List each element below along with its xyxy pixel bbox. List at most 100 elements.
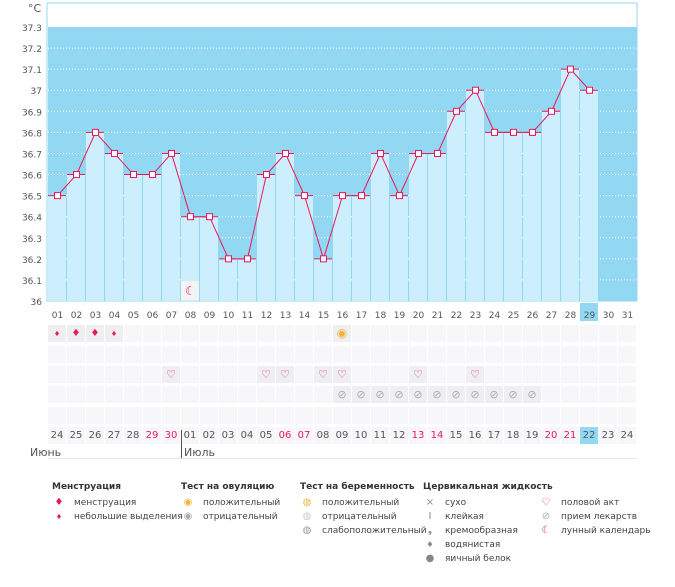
marker-cell[interactable] bbox=[238, 386, 256, 403]
marker-cell[interactable] bbox=[523, 366, 541, 383]
marker-cell[interactable] bbox=[86, 386, 104, 403]
marker-cell[interactable] bbox=[181, 386, 199, 403]
marker-cell[interactable]: ⊘ bbox=[390, 386, 408, 403]
marker-cell[interactable] bbox=[143, 366, 161, 383]
marker-cell[interactable] bbox=[485, 366, 503, 383]
marker-cell[interactable] bbox=[257, 325, 275, 342]
marker-cell[interactable] bbox=[162, 346, 180, 363]
marker-cell[interactable]: ⊘ bbox=[333, 386, 351, 403]
marker-cell[interactable] bbox=[295, 346, 313, 363]
marker-cell[interactable] bbox=[67, 366, 85, 383]
marker-cell[interactable] bbox=[485, 346, 503, 363]
marker-cell[interactable] bbox=[428, 407, 446, 424]
marker-cell[interactable] bbox=[295, 325, 313, 342]
marker-cell[interactable] bbox=[105, 366, 123, 383]
marker-cell[interactable] bbox=[276, 386, 294, 403]
marker-cell[interactable] bbox=[314, 407, 332, 424]
marker-cell[interactable] bbox=[447, 346, 465, 363]
marker-cell[interactable] bbox=[238, 346, 256, 363]
marker-cell[interactable] bbox=[86, 346, 104, 363]
marker-cell[interactable] bbox=[86, 366, 104, 383]
marker-cell[interactable]: ⊘ bbox=[523, 386, 541, 403]
marker-cell[interactable] bbox=[295, 386, 313, 403]
marker-cell[interactable] bbox=[181, 366, 199, 383]
marker-cell[interactable] bbox=[67, 407, 85, 424]
marker-cell[interactable] bbox=[542, 386, 560, 403]
marker-cell[interactable] bbox=[561, 407, 579, 424]
marker-cell[interactable]: ⊘ bbox=[485, 386, 503, 403]
marker-cell[interactable]: ♡ bbox=[276, 366, 294, 383]
marker-cell[interactable] bbox=[599, 366, 617, 383]
marker-cell[interactable] bbox=[371, 325, 389, 342]
marker-cell[interactable] bbox=[561, 325, 579, 342]
marker-cell[interactable]: ⊘ bbox=[466, 386, 484, 403]
marker-cell[interactable]: ♡ bbox=[466, 366, 484, 383]
marker-cell[interactable] bbox=[124, 386, 142, 403]
marker-cell[interactable] bbox=[409, 346, 427, 363]
marker-cell[interactable] bbox=[371, 366, 389, 383]
marker-cell[interactable] bbox=[618, 386, 636, 403]
marker-cell[interactable] bbox=[162, 386, 180, 403]
marker-cell[interactable] bbox=[314, 325, 332, 342]
marker-cell[interactable] bbox=[333, 346, 351, 363]
marker-cell[interactable] bbox=[618, 346, 636, 363]
marker-cell[interactable] bbox=[428, 325, 446, 342]
marker-cell[interactable] bbox=[105, 346, 123, 363]
marker-cell[interactable]: ⊘ bbox=[409, 386, 427, 403]
marker-cell[interactable] bbox=[314, 386, 332, 403]
marker-cell[interactable] bbox=[200, 407, 218, 424]
marker-cell[interactable] bbox=[523, 325, 541, 342]
marker-cell[interactable] bbox=[390, 366, 408, 383]
marker-cell[interactable] bbox=[257, 407, 275, 424]
marker-cell[interactable] bbox=[219, 407, 237, 424]
marker-cell[interactable]: ♦ bbox=[105, 325, 123, 342]
marker-cell[interactable]: ⊘ bbox=[447, 386, 465, 403]
marker-cell[interactable] bbox=[599, 386, 617, 403]
marker-cell[interactable] bbox=[219, 386, 237, 403]
marker-cell[interactable] bbox=[295, 366, 313, 383]
marker-cell[interactable] bbox=[48, 386, 66, 403]
marker-cell[interactable] bbox=[580, 366, 598, 383]
marker-cell[interactable]: ♦ bbox=[67, 325, 85, 342]
marker-cell[interactable] bbox=[352, 407, 370, 424]
marker-cell[interactable] bbox=[219, 325, 237, 342]
marker-cell[interactable] bbox=[67, 346, 85, 363]
marker-cell[interactable] bbox=[181, 407, 199, 424]
marker-cell[interactable] bbox=[428, 346, 446, 363]
marker-cell[interactable] bbox=[466, 407, 484, 424]
marker-cell[interactable] bbox=[504, 325, 522, 342]
marker-cell[interactable] bbox=[257, 386, 275, 403]
marker-cell[interactable] bbox=[485, 325, 503, 342]
marker-cell[interactable] bbox=[542, 325, 560, 342]
marker-cell[interactable] bbox=[371, 407, 389, 424]
marker-cell[interactable] bbox=[219, 366, 237, 383]
marker-cell[interactable] bbox=[504, 407, 522, 424]
marker-cell[interactable] bbox=[371, 346, 389, 363]
marker-cell[interactable] bbox=[447, 325, 465, 342]
marker-cell[interactable] bbox=[105, 407, 123, 424]
marker-cell[interactable] bbox=[143, 407, 161, 424]
marker-cell[interactable] bbox=[257, 346, 275, 363]
marker-cell[interactable] bbox=[124, 407, 142, 424]
marker-cell[interactable]: ♦ bbox=[86, 325, 104, 342]
marker-cell[interactable] bbox=[542, 407, 560, 424]
marker-cell[interactable] bbox=[580, 407, 598, 424]
marker-cell[interactable]: ♡ bbox=[314, 366, 332, 383]
marker-cell[interactable] bbox=[390, 346, 408, 363]
marker-cell[interactable] bbox=[162, 407, 180, 424]
marker-cell[interactable]: ⊘ bbox=[428, 386, 446, 403]
marker-cell[interactable] bbox=[466, 346, 484, 363]
marker-cell[interactable]: ⊘ bbox=[504, 386, 522, 403]
marker-cell[interactable] bbox=[200, 325, 218, 342]
marker-cell[interactable] bbox=[561, 366, 579, 383]
marker-cell[interactable] bbox=[238, 325, 256, 342]
marker-cell[interactable] bbox=[143, 325, 161, 342]
marker-cell[interactable] bbox=[105, 386, 123, 403]
marker-cell[interactable] bbox=[181, 346, 199, 363]
marker-cell[interactable] bbox=[238, 407, 256, 424]
marker-cell[interactable] bbox=[295, 407, 313, 424]
marker-cell[interactable] bbox=[162, 325, 180, 342]
marker-cell[interactable]: ◉ bbox=[333, 325, 351, 342]
marker-cell[interactable] bbox=[143, 346, 161, 363]
marker-cell[interactable]: ♡ bbox=[162, 366, 180, 383]
